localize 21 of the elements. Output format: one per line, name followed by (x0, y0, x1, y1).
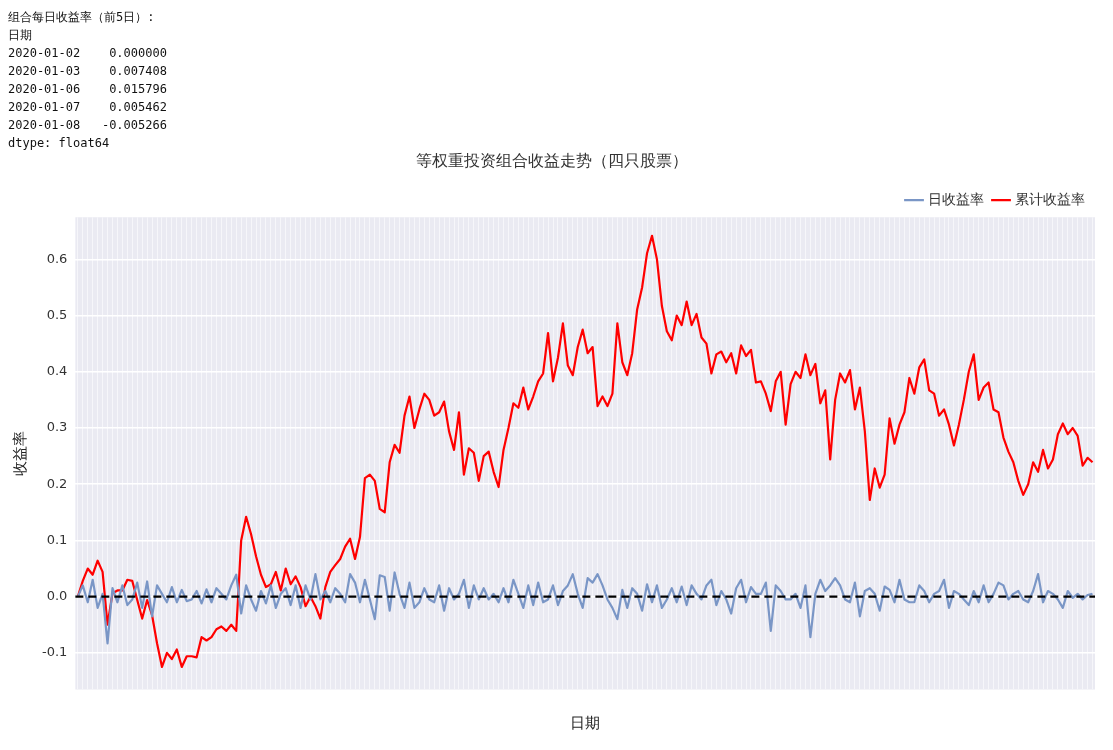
y-tick-label: 0.0 (46, 588, 68, 604)
text: 2020-01-06 0.015796 (8, 81, 168, 98)
text: 日期 (8, 27, 33, 44)
y-tick-label: 0.3 (46, 419, 68, 435)
y-tick-label: 0.2 (46, 475, 68, 491)
x-axis-title: 日期 (570, 713, 601, 732)
text: 2020-01-08 -0.005266 (8, 117, 168, 134)
y-tick-label: 0.6 (46, 250, 68, 266)
text: 2020-01-07 0.005462 (8, 99, 168, 116)
text: 2020-01-03 0.007408 (8, 63, 168, 80)
y-tick-label: 0.5 (46, 306, 68, 322)
legend-label: 日收益率 (928, 190, 984, 207)
chart-title: 等权重投资组合收益走势（四只股票） (415, 150, 688, 170)
text: dtype: float64 (8, 135, 111, 152)
y-tick-label: 0.1 (46, 531, 68, 547)
text: 组合每日收益率（前5日）: (8, 9, 156, 26)
y-tick-label: -0.1 (41, 644, 68, 660)
y-axis-title: 收益率 (10, 430, 29, 476)
legend-label: 累计收益率 (1015, 190, 1085, 207)
text: 2020-01-02 0.000000 (8, 45, 168, 62)
y-tick-label: 0.4 (46, 363, 68, 379)
